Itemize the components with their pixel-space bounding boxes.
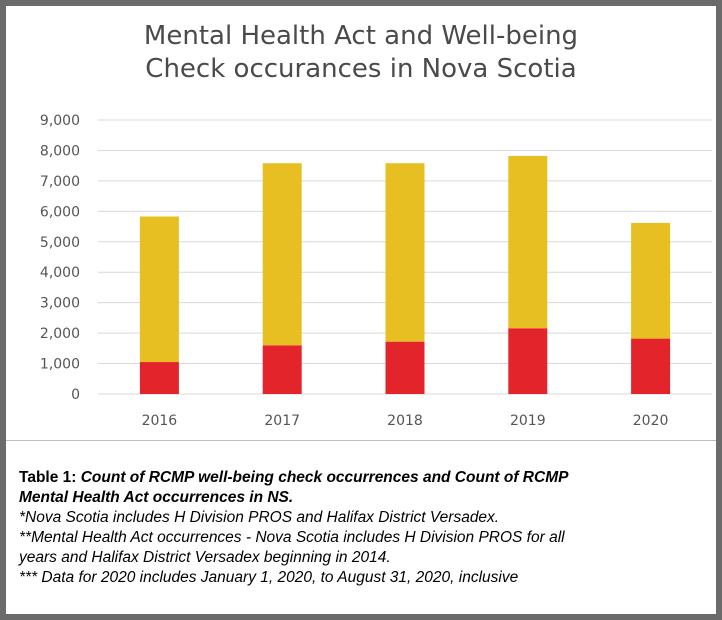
bar-segment-yellow [262, 163, 302, 346]
x-tick-label: 2016 [142, 413, 178, 429]
y-tick-label: 7,000 [40, 174, 80, 190]
caption-title: Table 1: Count of RCMP well-being check … [19, 468, 706, 488]
y-tick-label: 3,000 [40, 296, 80, 312]
bar-segment-yellow [631, 222, 671, 339]
y-tick-label: 4,000 [40, 265, 80, 281]
y-tick-label: 0 [71, 387, 80, 403]
caption-note-3: *** Data for 2020 includes January 1, 20… [19, 569, 519, 586]
bar-segment-red [508, 328, 548, 394]
chart-area: Mental Health Act and Well-being Check o… [6, 6, 716, 440]
x-tick-label: 2019 [510, 413, 546, 429]
bar-segment-yellow [385, 163, 425, 342]
chart-title: Mental Health Act and Well-being Check o… [6, 20, 716, 86]
y-tick-label: 5,000 [40, 235, 80, 251]
caption-label: Table 1: [19, 469, 81, 486]
x-tick-label: 2017 [264, 413, 300, 429]
figure-frame: Mental Health Act and Well-being Check o… [6, 6, 716, 614]
caption-note-2a: **Mental Health Act occurrences - Nova S… [19, 529, 565, 546]
y-tick-label: 1,000 [40, 357, 80, 373]
caption-note-2b: years and Halifax District Versadex begi… [19, 549, 391, 566]
bar-segment-yellow [139, 216, 179, 363]
x-tick-label: 2020 [633, 413, 669, 429]
table-caption: Table 1: Count of RCMP well-being check … [6, 440, 716, 614]
y-tick-label: 2,000 [40, 326, 80, 342]
caption-title-part2: Mental Health Act occurrences in NS. [19, 489, 294, 506]
bar-segment-red [631, 338, 671, 394]
bar-segment-yellow [508, 155, 548, 329]
y-tick-label: 9,000 [40, 113, 80, 129]
caption-note-1: *Nova Scotia includes H Division PROS an… [19, 509, 500, 526]
y-tick-label: 8,000 [40, 143, 80, 159]
chart-title-line-2: Check occurances in Nova Scotia [145, 54, 577, 84]
caption-title-part1: Count of RCMP well-being check occurrenc… [80, 469, 569, 486]
y-tick-label: 6,000 [40, 204, 80, 220]
bar-chart: 9,000 8,000 7,000 6,000 5,000 4,000 3,000 2,000… [40, 113, 712, 429]
bar-segment-red [262, 345, 302, 394]
bar-segment-red [139, 362, 179, 394]
x-tick-label: 2018 [387, 413, 423, 429]
chart-title-line-1: Mental Health Act and Well-being [143, 21, 579, 51]
bar-segment-red [385, 341, 425, 394]
